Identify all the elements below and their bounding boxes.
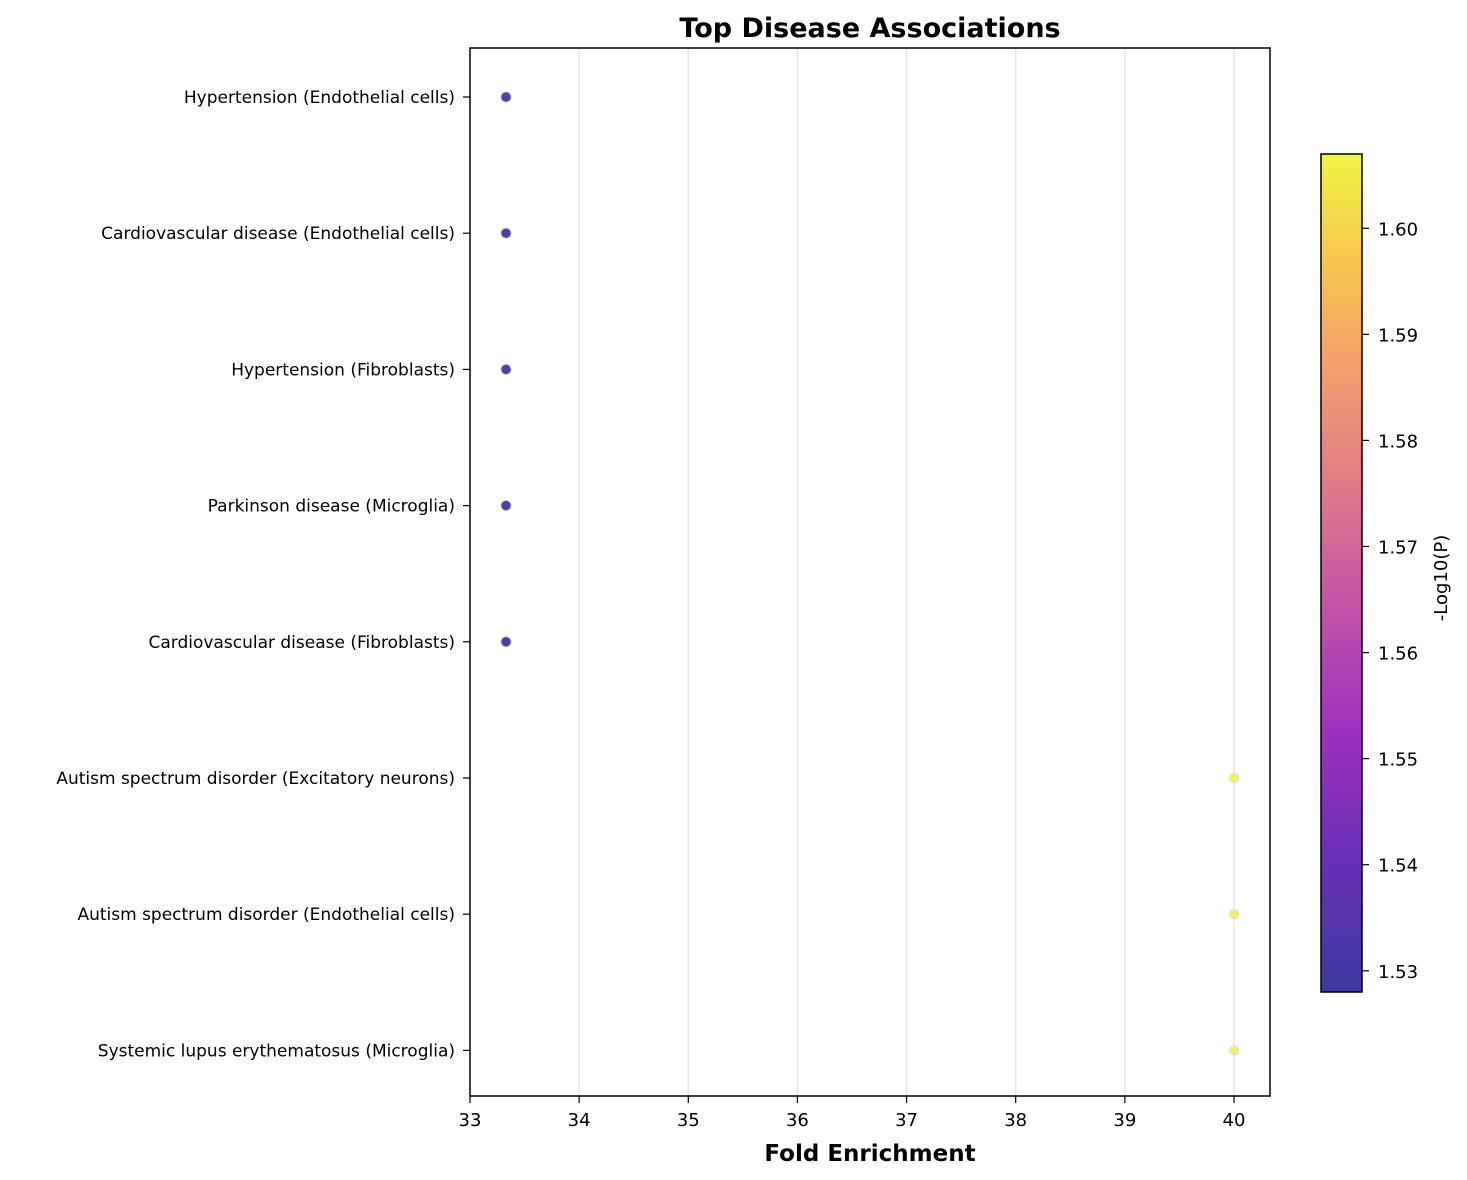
- x-tick-label: 39: [1113, 1110, 1136, 1131]
- data-point: [500, 91, 512, 103]
- data-point: [500, 227, 512, 239]
- colorbar-tick-label: 1.60: [1378, 219, 1418, 240]
- x-tick-label: 35: [677, 1110, 700, 1131]
- y-tick-label: Autism spectrum disorder (Excitatory neu…: [56, 769, 455, 789]
- y-tick-label: Cardiovascular disease (Fibroblasts): [149, 633, 456, 653]
- y-tick-label: Hypertension (Endothelial cells): [184, 88, 455, 108]
- y-tick-label: Parkinson disease (Microglia): [208, 497, 455, 517]
- chart-title: Top Disease Associations: [679, 13, 1060, 44]
- x-axis-label: Fold Enrichment: [764, 1141, 975, 1167]
- colorbar-tick-label: 1.55: [1378, 750, 1418, 771]
- plot-frame: [469, 47, 1271, 1097]
- y-tick-label: Autism spectrum disorder (Endothelial ce…: [77, 905, 455, 925]
- colorbar: [1320, 153, 1363, 993]
- data-points: [500, 91, 1239, 1056]
- x-tick-label: 36: [786, 1110, 809, 1131]
- y-axis-ticks: Hypertension (Endothelial cells) Cardiova…: [56, 88, 470, 1061]
- data-point: [1228, 773, 1239, 783]
- y-tick-label: Hypertension (Fibroblasts): [231, 360, 455, 380]
- y-tick-label: Cardiovascular disease (Endothelial cell…: [101, 224, 455, 244]
- colorbar-tick-label: 1.53: [1378, 962, 1418, 983]
- data-point: [1228, 909, 1239, 920]
- data-point: [500, 636, 512, 648]
- data-point: [500, 499, 512, 512]
- x-tick-label: 34: [568, 1110, 591, 1131]
- grid-lines: [578, 48, 1235, 1096]
- x-tick-label: 38: [1004, 1110, 1027, 1131]
- colorbar-tick-label: 1.56: [1378, 644, 1418, 665]
- data-point: [1228, 1045, 1239, 1056]
- colorbar-tick-label: 1.54: [1378, 856, 1418, 877]
- colorbar-tick-label: 1.58: [1378, 431, 1418, 452]
- colorbar-ticks: 1.53 1.54 1.55 1.56 1.57 1.58 1.59 1.60: [1362, 219, 1418, 983]
- colorbar-tick-label: 1.59: [1378, 325, 1418, 346]
- data-point: [500, 363, 512, 376]
- x-axis-ticks: 33 34 35 36 37 38 39 40: [459, 1096, 1246, 1131]
- y-tick-label: Systemic lupus erythematosus (Microglia): [98, 1041, 455, 1061]
- colorbar-tick-label: 1.57: [1378, 537, 1418, 558]
- x-tick-label: 37: [895, 1110, 918, 1131]
- colorbar-label: -Log10(P): [1431, 535, 1452, 621]
- x-tick-label: 40: [1223, 1110, 1246, 1131]
- x-tick-label: 33: [459, 1110, 482, 1131]
